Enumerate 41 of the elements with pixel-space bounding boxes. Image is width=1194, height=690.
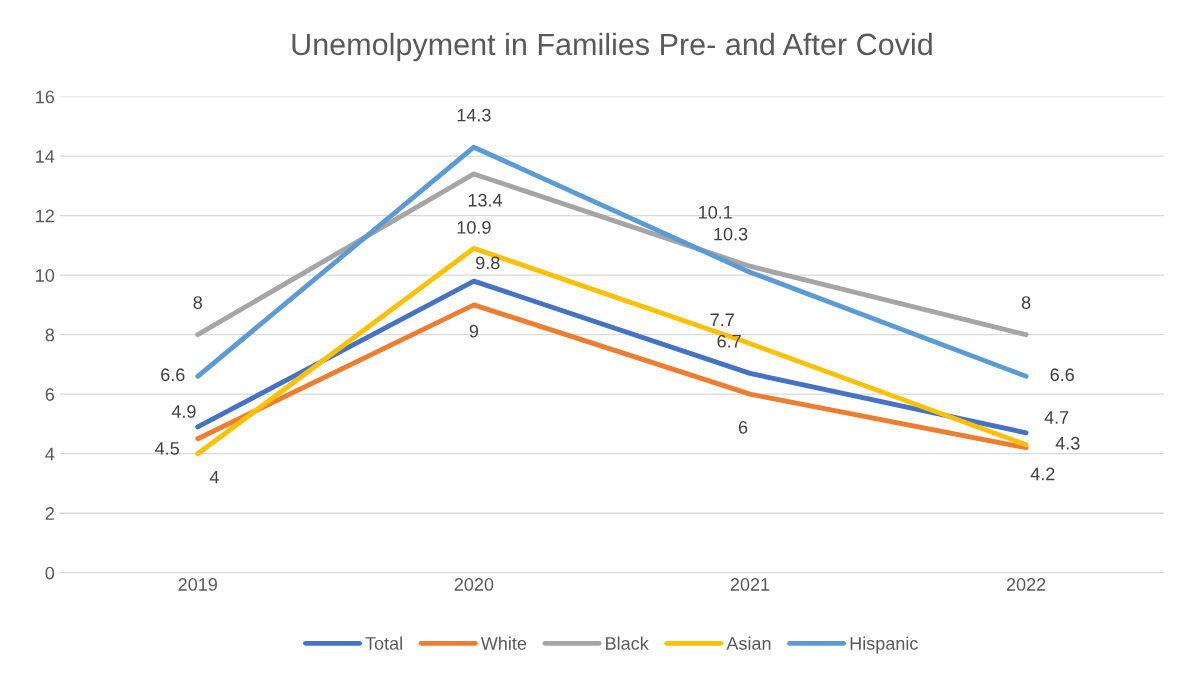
- data-label: 4.3: [1055, 436, 1080, 450]
- y-tick-label: 4: [45, 447, 55, 461]
- y-tick-label: 16: [36, 90, 55, 104]
- data-label: 10.1: [699, 205, 732, 219]
- y-tick-label: 2: [45, 507, 54, 520]
- data-label: 13.4: [468, 193, 503, 207]
- data-label: 6.7: [717, 334, 741, 348]
- legend-label: White: [480, 636, 527, 650]
- y-tick-label: 12: [36, 209, 54, 223]
- y-tick-label: 10: [36, 269, 55, 282]
- legend-label: Hispanic: [850, 636, 918, 654]
- line-series: [195, 245, 1029, 457]
- data-label: 10.9: [457, 220, 491, 234]
- line-series: [195, 278, 1029, 436]
- data-label: 4.7: [1044, 411, 1069, 424]
- data-label: 6.6: [161, 368, 185, 382]
- legend-label: Asian: [726, 636, 771, 650]
- y-tick-label: 8: [45, 328, 55, 342]
- data-label: 8: [193, 296, 202, 309]
- data-label: 9.8: [476, 256, 500, 270]
- legend-label: Total: [365, 636, 402, 650]
- y-tick-label: 14: [36, 150, 55, 163]
- data-label: 9: [469, 324, 479, 338]
- y-tick-label: 6: [45, 388, 55, 401]
- data-label: 6.6: [1050, 368, 1074, 382]
- y-tick-label: 0: [45, 566, 55, 580]
- legend-label: Black: [606, 636, 649, 650]
- data-label: 8: [1021, 296, 1031, 309]
- data-label: 10.3: [714, 227, 748, 241]
- data-label: 4: [209, 470, 219, 484]
- x-tick-label: 2020: [454, 578, 494, 591]
- data-label: 4.2: [1030, 467, 1055, 481]
- data-label: 7.7: [710, 313, 734, 327]
- data-label: 14.3: [457, 108, 491, 122]
- x-tick-label: 2019: [178, 578, 217, 591]
- chart-title: Unemolpyment in Families Pre- and After Covid: [292, 32, 932, 62]
- data-label: 6: [738, 420, 748, 434]
- data-label: 4.9: [171, 405, 196, 418]
- data-label: 4.5: [155, 442, 179, 455]
- x-tick-label: 2022: [1006, 578, 1046, 591]
- x-tick-label: 2021: [730, 578, 770, 591]
